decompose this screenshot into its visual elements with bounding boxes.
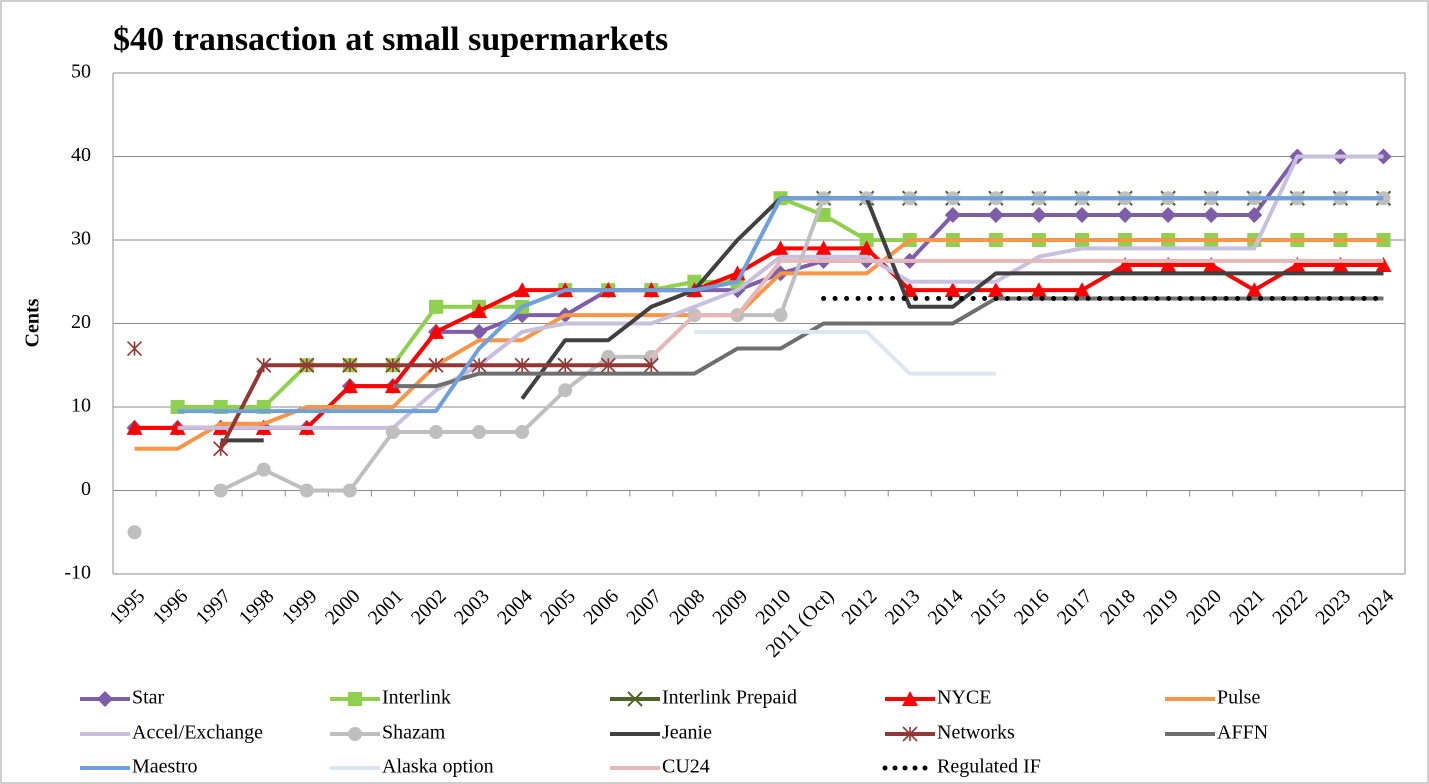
- legend-label: Pulse: [1217, 687, 1260, 709]
- legend-marker: [97, 691, 113, 707]
- legend-marker: [627, 691, 643, 707]
- marker: [429, 425, 443, 440]
- marker: [514, 357, 530, 373]
- marker: [944, 282, 961, 298]
- marker: [1375, 257, 1392, 273]
- series-line: [220, 196, 1384, 443]
- marker: [601, 349, 616, 364]
- marker: [1117, 257, 1134, 273]
- series-line: [694, 329, 996, 376]
- marker: [987, 282, 1004, 298]
- marker: [858, 240, 875, 256]
- legend-label: Networks: [937, 722, 1015, 744]
- series-line: [134, 238, 1384, 451]
- marker: [213, 483, 228, 498]
- marker: [1074, 282, 1090, 298]
- marker: [1289, 257, 1306, 273]
- marker: [514, 282, 531, 298]
- marker: [643, 357, 659, 373]
- y-tick-label: 20: [71, 311, 91, 333]
- marker: [472, 425, 487, 440]
- legend-label: NYCE: [937, 687, 991, 709]
- marker: [471, 323, 488, 340]
- marker: [213, 441, 229, 457]
- marker: [127, 525, 142, 540]
- legend-label: Shazam: [382, 722, 446, 744]
- marker: [1030, 206, 1047, 223]
- legend-label: Star: [132, 687, 165, 709]
- series-line: [177, 154, 1384, 430]
- y-tick-label: 0: [81, 478, 91, 500]
- marker: [256, 462, 271, 477]
- series-line: [177, 196, 1384, 414]
- legend-marker: [348, 727, 362, 741]
- chart-title: $40 transaction at small supermarkets: [113, 21, 668, 58]
- y-tick-label: 50: [71, 61, 91, 83]
- marker: [944, 206, 961, 223]
- marker: [1246, 282, 1263, 298]
- marker: [1160, 206, 1177, 223]
- marker: [428, 357, 444, 373]
- marker: [428, 323, 444, 339]
- marker: [342, 357, 358, 373]
- marker: [471, 302, 488, 318]
- marker: [987, 206, 1004, 223]
- legend-label: Jeanie: [662, 722, 712, 744]
- series-line: [392, 296, 1384, 389]
- y-axis-label: Cents: [22, 298, 44, 347]
- y-tick-label: 40: [71, 144, 91, 166]
- marker: [429, 299, 443, 314]
- marker: [1246, 206, 1263, 223]
- marker: [1117, 206, 1134, 223]
- marker: [557, 357, 573, 373]
- marker: [558, 383, 573, 398]
- legend-marker: [902, 691, 918, 706]
- legend-label: Regulated IF: [937, 756, 1041, 778]
- legend-marker: [348, 692, 362, 706]
- marker: [126, 419, 143, 435]
- marker: [299, 483, 314, 498]
- marker: [299, 357, 315, 373]
- marker: [341, 378, 358, 394]
- marker: [1332, 257, 1349, 273]
- marker: [1160, 257, 1177, 273]
- marker: [385, 357, 401, 373]
- legend-label: Interlink Prepaid: [662, 687, 797, 709]
- marker: [815, 240, 832, 256]
- y-tick-label: 10: [71, 395, 91, 417]
- legend-label: AFFN: [1217, 722, 1268, 744]
- legend-label: Interlink: [382, 687, 451, 709]
- marker: [256, 357, 272, 373]
- y-tick-label: -10: [64, 562, 91, 584]
- marker: [1203, 206, 1220, 223]
- legend-label: Accel/Exchange: [132, 722, 263, 744]
- legend-label: Alaska option: [382, 756, 494, 778]
- y-tick-label: 30: [71, 228, 91, 250]
- marker: [1203, 257, 1220, 273]
- marker: [600, 357, 616, 373]
- marker: [126, 340, 143, 357]
- marker: [471, 357, 487, 373]
- series-line: [649, 258, 1384, 359]
- legend-marker: [902, 726, 918, 742]
- marker: [342, 483, 357, 498]
- legend-label: CU24: [662, 756, 710, 778]
- marker: [859, 233, 874, 247]
- marker: [1074, 206, 1090, 223]
- marker: [515, 425, 530, 440]
- legend-label: Maestro: [132, 756, 198, 778]
- marker: [1030, 282, 1047, 298]
- marker: [773, 308, 788, 323]
- marker: [385, 425, 400, 440]
- marker: [772, 240, 789, 256]
